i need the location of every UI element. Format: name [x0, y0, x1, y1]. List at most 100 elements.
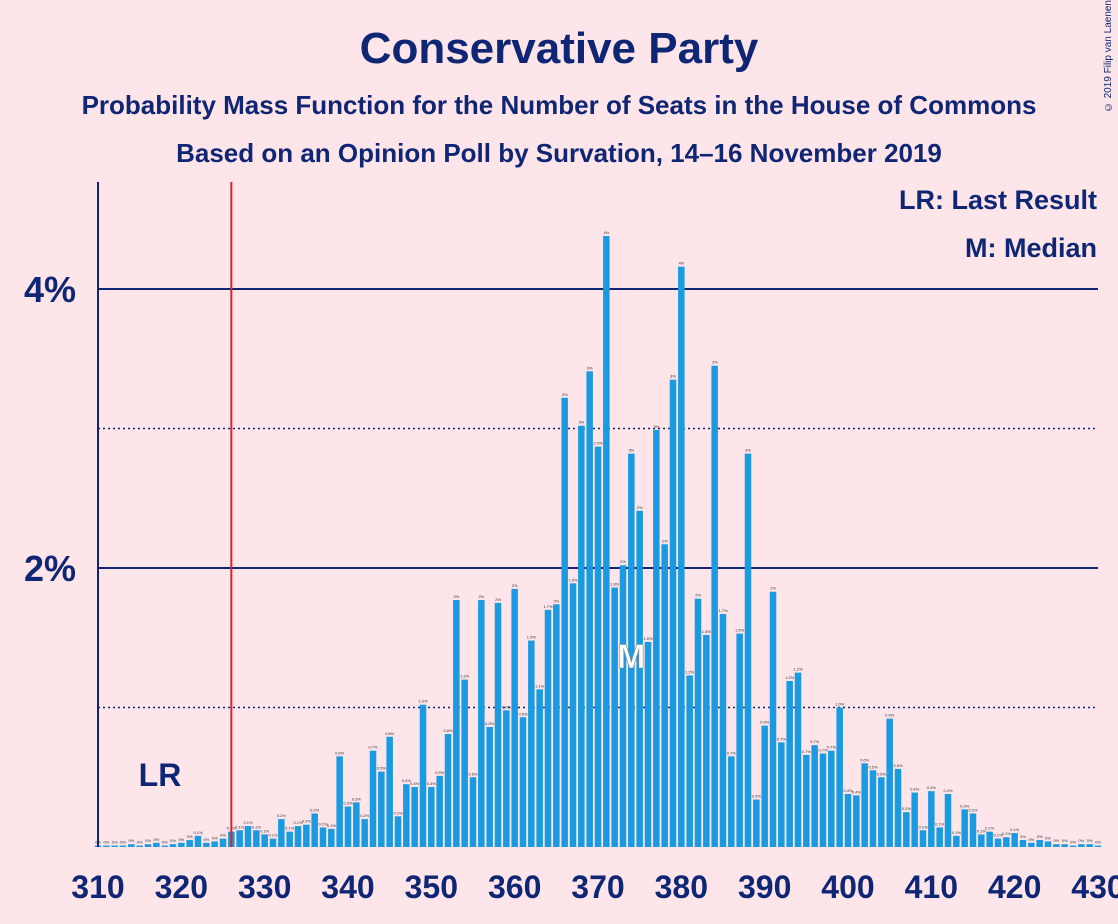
bar-data-label: 0.2% — [310, 808, 320, 813]
bar-data-label: 0.1% — [1002, 831, 1012, 836]
bar-data-label: 2% — [478, 594, 484, 599]
bar-data-label: 0.4% — [943, 788, 953, 793]
bar-data-label: 0.1% — [1010, 827, 1020, 832]
legend-median: M: Median — [965, 233, 1097, 263]
bar-data-label: 0.2% — [902, 806, 912, 811]
bar-data-label: 0.3% — [352, 796, 362, 801]
bar — [719, 614, 727, 847]
bar — [203, 842, 210, 847]
bar-data-label: 2% — [453, 594, 459, 599]
bar-data-label: 0.4% — [427, 781, 437, 786]
bar — [219, 838, 227, 847]
bar-data-label: 0.4% — [910, 787, 920, 792]
bar — [711, 365, 718, 847]
bar — [844, 793, 852, 847]
bar-data-label: 3% — [587, 365, 593, 370]
bar-data-label: 0.8% — [385, 731, 395, 736]
bar-data-label: 0.1% — [293, 820, 303, 825]
bar-data-label: 0% — [1045, 835, 1051, 840]
bar-data-label: 0.1% — [243, 820, 253, 825]
bar — [569, 583, 577, 847]
chart-subtitle: Probability Mass Function for the Number… — [81, 90, 1037, 120]
bar-data-label: 0.1% — [260, 828, 270, 833]
bar — [428, 787, 435, 847]
bar-data-label: 0.7% — [368, 745, 378, 750]
bar-data-label: 0.7% — [802, 749, 812, 754]
bar-data-label: 1.1% — [535, 683, 545, 688]
bar — [928, 791, 935, 847]
x-tick-label: 420 — [988, 869, 1041, 905]
bar-data-label: 3% — [562, 392, 568, 397]
bar — [1011, 833, 1018, 847]
bar-data-label: 0% — [137, 840, 143, 845]
bar-data-label: 0% — [128, 838, 134, 843]
bar — [161, 845, 168, 847]
bar — [236, 830, 243, 847]
bar — [444, 734, 452, 847]
bar-data-label: 0.1% — [268, 833, 278, 838]
bar-data-label: 0.1% — [193, 830, 203, 835]
axes: 2% 4% LR M 310 320 330 340 350 360 370 380 390 400 410… — [24, 182, 1118, 905]
x-tick-label: 340 — [321, 869, 374, 905]
bar — [286, 831, 293, 847]
bar-data-label: 0.7% — [777, 736, 787, 741]
bar — [1053, 844, 1060, 847]
bar-data-label: 0.7% — [827, 745, 837, 750]
bar — [294, 826, 302, 847]
bar — [419, 704, 427, 847]
bar — [503, 710, 510, 847]
bar — [686, 675, 693, 847]
bar — [119, 845, 127, 847]
x-tick-label: 380 — [655, 869, 708, 905]
bar-data-label: 1.7% — [543, 604, 553, 609]
bar — [411, 787, 418, 847]
bar — [178, 842, 185, 847]
bar-data-label: 0.1% — [977, 828, 987, 833]
bar-data-label: 2% — [662, 538, 668, 543]
bar-data-label: 0.8% — [443, 728, 453, 733]
bar-series — [94, 235, 1102, 848]
bar — [811, 745, 818, 847]
bar-data-label: 0% — [220, 833, 226, 838]
bar-data-label: 0.4% — [927, 785, 937, 790]
bar — [1036, 840, 1043, 847]
bar — [486, 727, 493, 847]
bar-data-label: 0.4% — [843, 788, 853, 793]
bar — [994, 838, 1002, 847]
bar — [453, 600, 460, 847]
bar — [628, 453, 635, 847]
bar — [353, 802, 360, 847]
bar — [728, 756, 735, 847]
bar — [678, 266, 685, 847]
x-tick-label: 330 — [238, 869, 291, 905]
bar-data-label: 0.9% — [485, 721, 495, 726]
bar-data-label: 3% — [578, 420, 584, 425]
bar — [111, 845, 118, 847]
bar — [186, 840, 193, 847]
last-result-label: LR — [139, 757, 182, 793]
x-tick-label: 320 — [155, 869, 208, 905]
bar-data-label: 0% — [145, 838, 151, 843]
bar-data-label: 2% — [553, 598, 559, 603]
bar-data-label: 0.4% — [852, 789, 862, 794]
bar-data-label: 3% — [653, 424, 659, 429]
bar-data-label: 1.0% — [502, 704, 512, 709]
bar — [1019, 840, 1027, 847]
bar-data-label: 1.5% — [735, 628, 745, 633]
bar-data-label: 2% — [620, 559, 626, 564]
bar-data-label: 0% — [112, 840, 118, 845]
legend-last-result: LR: Last Result — [899, 185, 1097, 215]
bar-data-label: 0% — [1037, 834, 1043, 839]
bar — [311, 813, 318, 847]
bar — [594, 446, 602, 847]
bar — [919, 830, 927, 847]
bar — [128, 844, 135, 847]
bar — [603, 235, 610, 848]
x-tick-label: 310 — [71, 869, 124, 905]
bar-data-label: 0% — [1062, 838, 1068, 843]
bar — [528, 640, 535, 847]
bar-data-label: 0.1% — [235, 824, 245, 829]
bar — [378, 771, 385, 847]
bar-data-label: 0.9% — [885, 713, 895, 718]
y-tick-label: 2% — [24, 548, 76, 589]
